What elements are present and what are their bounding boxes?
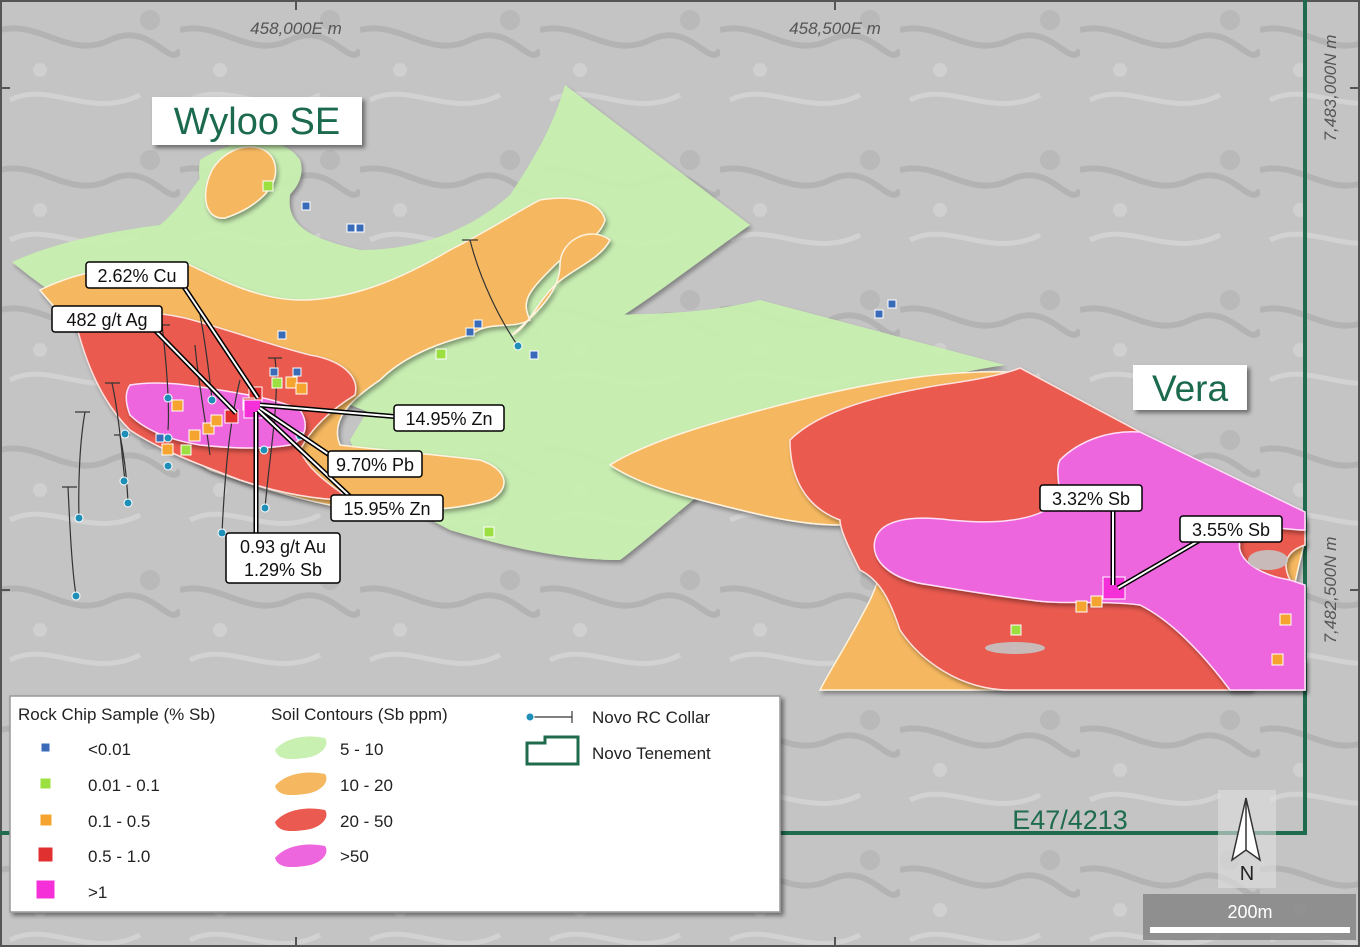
callout-pb: 9.70% Pb	[327, 450, 423, 478]
rock-chip-0.01-0.1	[180, 180, 1022, 636]
easting-label-1: 458,000E m	[250, 19, 342, 38]
northing-label-2: 7,482,500N m	[1321, 537, 1340, 644]
svg-text:N: N	[1240, 863, 1254, 885]
svg-text:9.70% Pb: 9.70% Pb	[336, 455, 414, 475]
svg-text:Novo RC Collar: Novo RC Collar	[592, 708, 710, 727]
svg-text:>1: >1	[88, 883, 107, 902]
prospect-label-wyloo: Wyloo SE	[152, 97, 362, 145]
svg-text:20 - 50: 20 - 50	[340, 812, 393, 831]
svg-text:10 - 20: 10 - 20	[340, 776, 393, 795]
svg-text:2.62% Cu: 2.62% Cu	[97, 266, 176, 286]
svg-text:Novo Tenement: Novo Tenement	[592, 744, 711, 763]
legend-rock-title: Rock Chip Sample (% Sb)	[18, 705, 215, 724]
svg-text:3.32% Sb: 3.32% Sb	[1052, 489, 1130, 509]
legend-tenement: Novo Tenement	[525, 735, 711, 766]
callout-cu: 2.62% Cu	[85, 261, 189, 289]
callout-au: 0.93 g/t Au 1.29% Sb	[225, 532, 341, 584]
callout-sb1: 3.32% Sb	[1039, 484, 1143, 512]
svg-text:<0.01: <0.01	[88, 740, 131, 759]
callout-zn1: 14.95% Zn	[393, 404, 505, 432]
easting-label-2: 458,500E m	[789, 19, 881, 38]
svg-text:5 - 10: 5 - 10	[340, 740, 383, 759]
legend-collar: Novo RC Collar	[525, 708, 710, 727]
northing-label-1: 7,483,000N m	[1321, 35, 1340, 142]
prospect-label-vera: Vera	[1133, 365, 1247, 410]
rock-chip-0.1-0.5	[161, 376, 1292, 666]
svg-text:0.5 - 1.0: 0.5 - 1.0	[88, 847, 150, 866]
svg-text:15.95% Zn: 15.95% Zn	[343, 499, 430, 519]
legend-soil-title: Soil Contours (Sb ppm)	[271, 705, 448, 724]
svg-text:3.55% Sb: 3.55% Sb	[1192, 520, 1270, 540]
callout-sb2: 3.55% Sb	[1179, 515, 1283, 543]
callout-ag: 482 g/t Ag	[51, 305, 163, 333]
svg-text:0.93 g/t Au: 0.93 g/t Au	[240, 537, 326, 557]
north-arrow-icon: N	[1218, 790, 1276, 888]
svg-text:482 g/t Ag: 482 g/t Ag	[66, 310, 147, 330]
tenement-id: E47/4213	[1012, 805, 1128, 835]
rock-chip-lt-0.01	[155, 201, 897, 443]
svg-text:Vera: Vera	[1152, 368, 1229, 409]
svg-text:0.1 - 0.5: 0.1 - 0.5	[88, 812, 150, 831]
svg-text:1.29% Sb: 1.29% Sb	[244, 560, 322, 580]
svg-text:14.95% Zn: 14.95% Zn	[405, 409, 492, 429]
svg-text:200m: 200m	[1227, 902, 1272, 922]
svg-text:Wyloo SE: Wyloo SE	[174, 101, 341, 143]
contour-cutouts	[985, 550, 1288, 654]
legend-soil-items: 5 - 10 10 - 20 20 - 50 >50	[275, 736, 393, 868]
callout-zn2: 15.95% Zn	[330, 494, 444, 522]
rc-collar-points	[71, 341, 523, 601]
callout-leaders-inner	[144, 280, 1201, 589]
svg-text:0.01 - 0.1: 0.01 - 0.1	[88, 776, 160, 795]
legend: Rock Chip Sample (% Sb) <0.01 0.01 - 0.1…	[9, 695, 781, 913]
scale-bar: 200m	[1143, 894, 1356, 940]
legend-rock-items: <0.01 0.01 - 0.1 0.1 - 0.5 0.5 - 1.0 >1	[35, 740, 160, 902]
svg-text:>50: >50	[340, 847, 369, 866]
